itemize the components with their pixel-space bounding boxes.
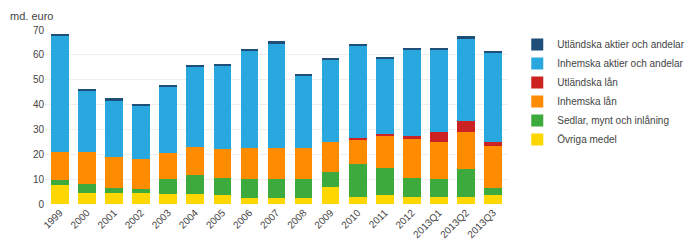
svg-text:md. euro: md. euro (10, 10, 53, 22)
svg-text:Sedlar, mynt och inlåning: Sedlar, mynt och inlåning (557, 115, 669, 126)
svg-text:2003: 2003 (150, 207, 174, 231)
svg-text:2013Q2: 2013Q2 (438, 207, 471, 240)
svg-text:2011: 2011 (367, 207, 390, 230)
svg-text:1999: 1999 (41, 207, 65, 231)
svg-text:40: 40 (33, 99, 45, 110)
svg-text:2004: 2004 (177, 207, 201, 231)
svg-text:2002: 2002 (123, 207, 147, 231)
svg-text:2013Q1: 2013Q1 (411, 207, 444, 240)
svg-text:0: 0 (38, 199, 44, 210)
svg-text:2000: 2000 (68, 207, 92, 231)
svg-text:2005: 2005 (204, 207, 228, 231)
svg-text:2006: 2006 (231, 207, 255, 231)
svg-text:Utländska aktier och andelar: Utländska aktier och andelar (557, 39, 684, 50)
svg-text:50: 50 (33, 74, 45, 85)
svg-text:Inhemska lån: Inhemska lån (557, 96, 616, 107)
svg-text:10: 10 (33, 174, 45, 185)
svg-text:70: 70 (33, 25, 45, 36)
svg-text:2009: 2009 (312, 207, 336, 231)
svg-text:Utländska lån: Utländska lån (557, 77, 618, 88)
svg-text:2010: 2010 (339, 207, 363, 231)
svg-text:30: 30 (33, 124, 45, 135)
svg-text:Övriga medel: Övriga medel (557, 134, 616, 145)
svg-text:20: 20 (33, 149, 45, 160)
svg-text:2007: 2007 (258, 207, 282, 231)
svg-text:2001: 2001 (95, 207, 119, 231)
svg-text:2013Q3: 2013Q3 (465, 207, 498, 240)
svg-text:2012: 2012 (393, 207, 417, 231)
svg-text:Inhemska aktier och andelar: Inhemska aktier och andelar (557, 58, 683, 69)
svg-text:60: 60 (33, 49, 45, 60)
svg-text:2008: 2008 (285, 207, 309, 231)
